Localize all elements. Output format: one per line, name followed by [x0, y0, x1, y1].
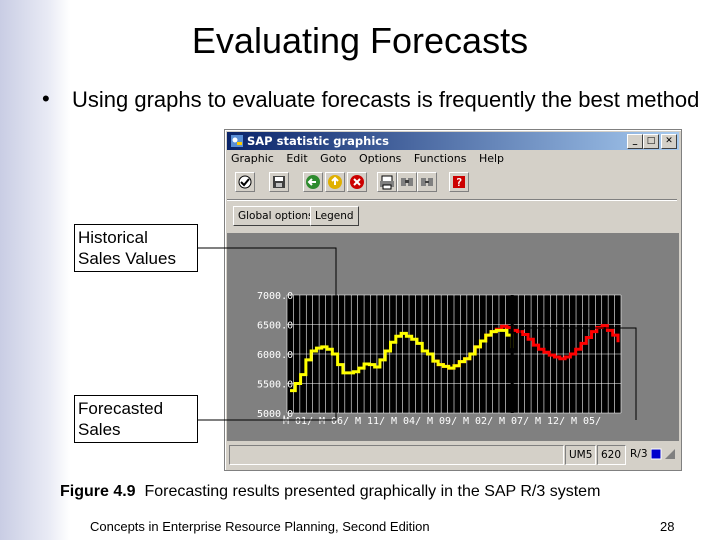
- x-tick-label: M 12/: [535, 416, 565, 427]
- status-620: 620: [597, 445, 626, 465]
- x-tick-label: M 11/: [355, 416, 385, 427]
- exit-icon[interactable]: [325, 172, 345, 192]
- bullet-text: Using graphs to evaluate forecasts is fr…: [72, 87, 700, 112]
- x-tick-label: M 07/: [499, 416, 529, 427]
- sap-window: SAP statistic graphics _ □ ✕ Graphic Edi…: [224, 129, 682, 471]
- help-icon[interactable]: ?: [449, 172, 469, 192]
- print-icon[interactable]: [377, 172, 397, 192]
- menu-options[interactable]: Options: [358, 152, 402, 165]
- footer-book-title: Concepts in Enterprise Resource Planning…: [90, 519, 430, 534]
- back-icon[interactable]: [303, 172, 323, 192]
- find-next-icon[interactable]: [417, 172, 437, 192]
- menu-edit[interactable]: Edit: [286, 152, 308, 165]
- check-icon[interactable]: [235, 172, 255, 192]
- close-button[interactable]: ✕: [661, 134, 677, 149]
- global-options-button[interactable]: Global options: [233, 206, 319, 226]
- page-number: 28: [660, 519, 675, 534]
- y-tick-label: 5000.0: [257, 409, 293, 420]
- chart-area: 7000.0 6500.0 6000.0 5500.0 5000.0 M 01/M 06…: [227, 233, 679, 441]
- forecast-connector-line: [197, 372, 337, 421]
- slide-title: Evaluating Forecasts: [191, 20, 529, 61]
- slide-side-bar: [0, 0, 70, 540]
- cancel-icon[interactable]: [347, 172, 367, 192]
- status-um5: UM5: [565, 445, 596, 465]
- maximize-button[interactable]: □: [643, 134, 659, 149]
- chart-grid: [286, 294, 622, 414]
- y-tick-label: 7000.0: [257, 291, 293, 302]
- window-titlebar[interactable]: SAP statistic graphics _ □ ✕: [227, 132, 679, 150]
- y-tick-label: 5500.0: [257, 380, 293, 391]
- historical-connector-line: [197, 247, 337, 296]
- x-tick-label: M 04/: [391, 416, 421, 427]
- x-axis-labels: M 01/M 06/M 11/M 04/M 09/M 02/M 07/M 12/…: [283, 416, 601, 427]
- forecast-bracket-line: [519, 327, 637, 420]
- window-title: SAP statistic graphics: [247, 134, 389, 148]
- menu-goto[interactable]: Goto: [320, 152, 347, 165]
- figure-label: Figure 4.9: [60, 483, 136, 500]
- find-icon[interactable]: [397, 172, 417, 192]
- menu-functions[interactable]: Functions: [413, 152, 467, 165]
- figure-caption-text: Forecasting results presented graphicall…: [144, 483, 601, 500]
- bullet-mark: •: [42, 86, 50, 111]
- y-axis-labels: 7000.0 6500.0 6000.0 5500.0 5000.0: [257, 291, 293, 420]
- legend-button[interactable]: Legend: [310, 206, 359, 226]
- forecast-chart: 7000.0 6500.0 6000.0 5500.0 5000.0 M 01/M 06…: [257, 291, 622, 427]
- status-r3: R/3: [630, 448, 648, 460]
- toolbar-separator: [227, 199, 677, 201]
- forecasted-sales-callout: Forecasted Sales: [74, 395, 198, 443]
- x-tick-label: M 02/: [463, 416, 493, 427]
- svg-text:?: ?: [456, 176, 463, 189]
- minimize-button[interactable]: _: [627, 134, 643, 149]
- save-icon[interactable]: [269, 172, 289, 192]
- y-tick-label: 6000.0: [257, 350, 293, 361]
- menu-bar: Graphic Edit Goto Options Functions Help: [231, 152, 513, 165]
- sap-app-icon[interactable]: [230, 134, 244, 148]
- status-toggle-icon[interactable]: [651, 447, 677, 461]
- figure-caption: Figure 4.9 Forecasting results presented…: [60, 483, 600, 501]
- series-lines: [290, 295, 620, 413]
- x-tick-label: M 06/: [319, 416, 349, 427]
- status-bar: UM5 620 R/3: [227, 443, 679, 467]
- x-tick-label: M 05/: [571, 416, 601, 427]
- historical-sales-callout: Historical Sales Values: [74, 224, 198, 272]
- x-tick-label: M 01/: [283, 416, 313, 427]
- y-tick-label: 6500.0: [257, 321, 293, 332]
- menu-help[interactable]: Help: [478, 152, 505, 165]
- x-tick-label: M 09/: [427, 416, 457, 427]
- menu-graphic[interactable]: Graphic: [231, 152, 274, 165]
- historical-series-line: [290, 328, 514, 393]
- status-message-field: [229, 445, 564, 465]
